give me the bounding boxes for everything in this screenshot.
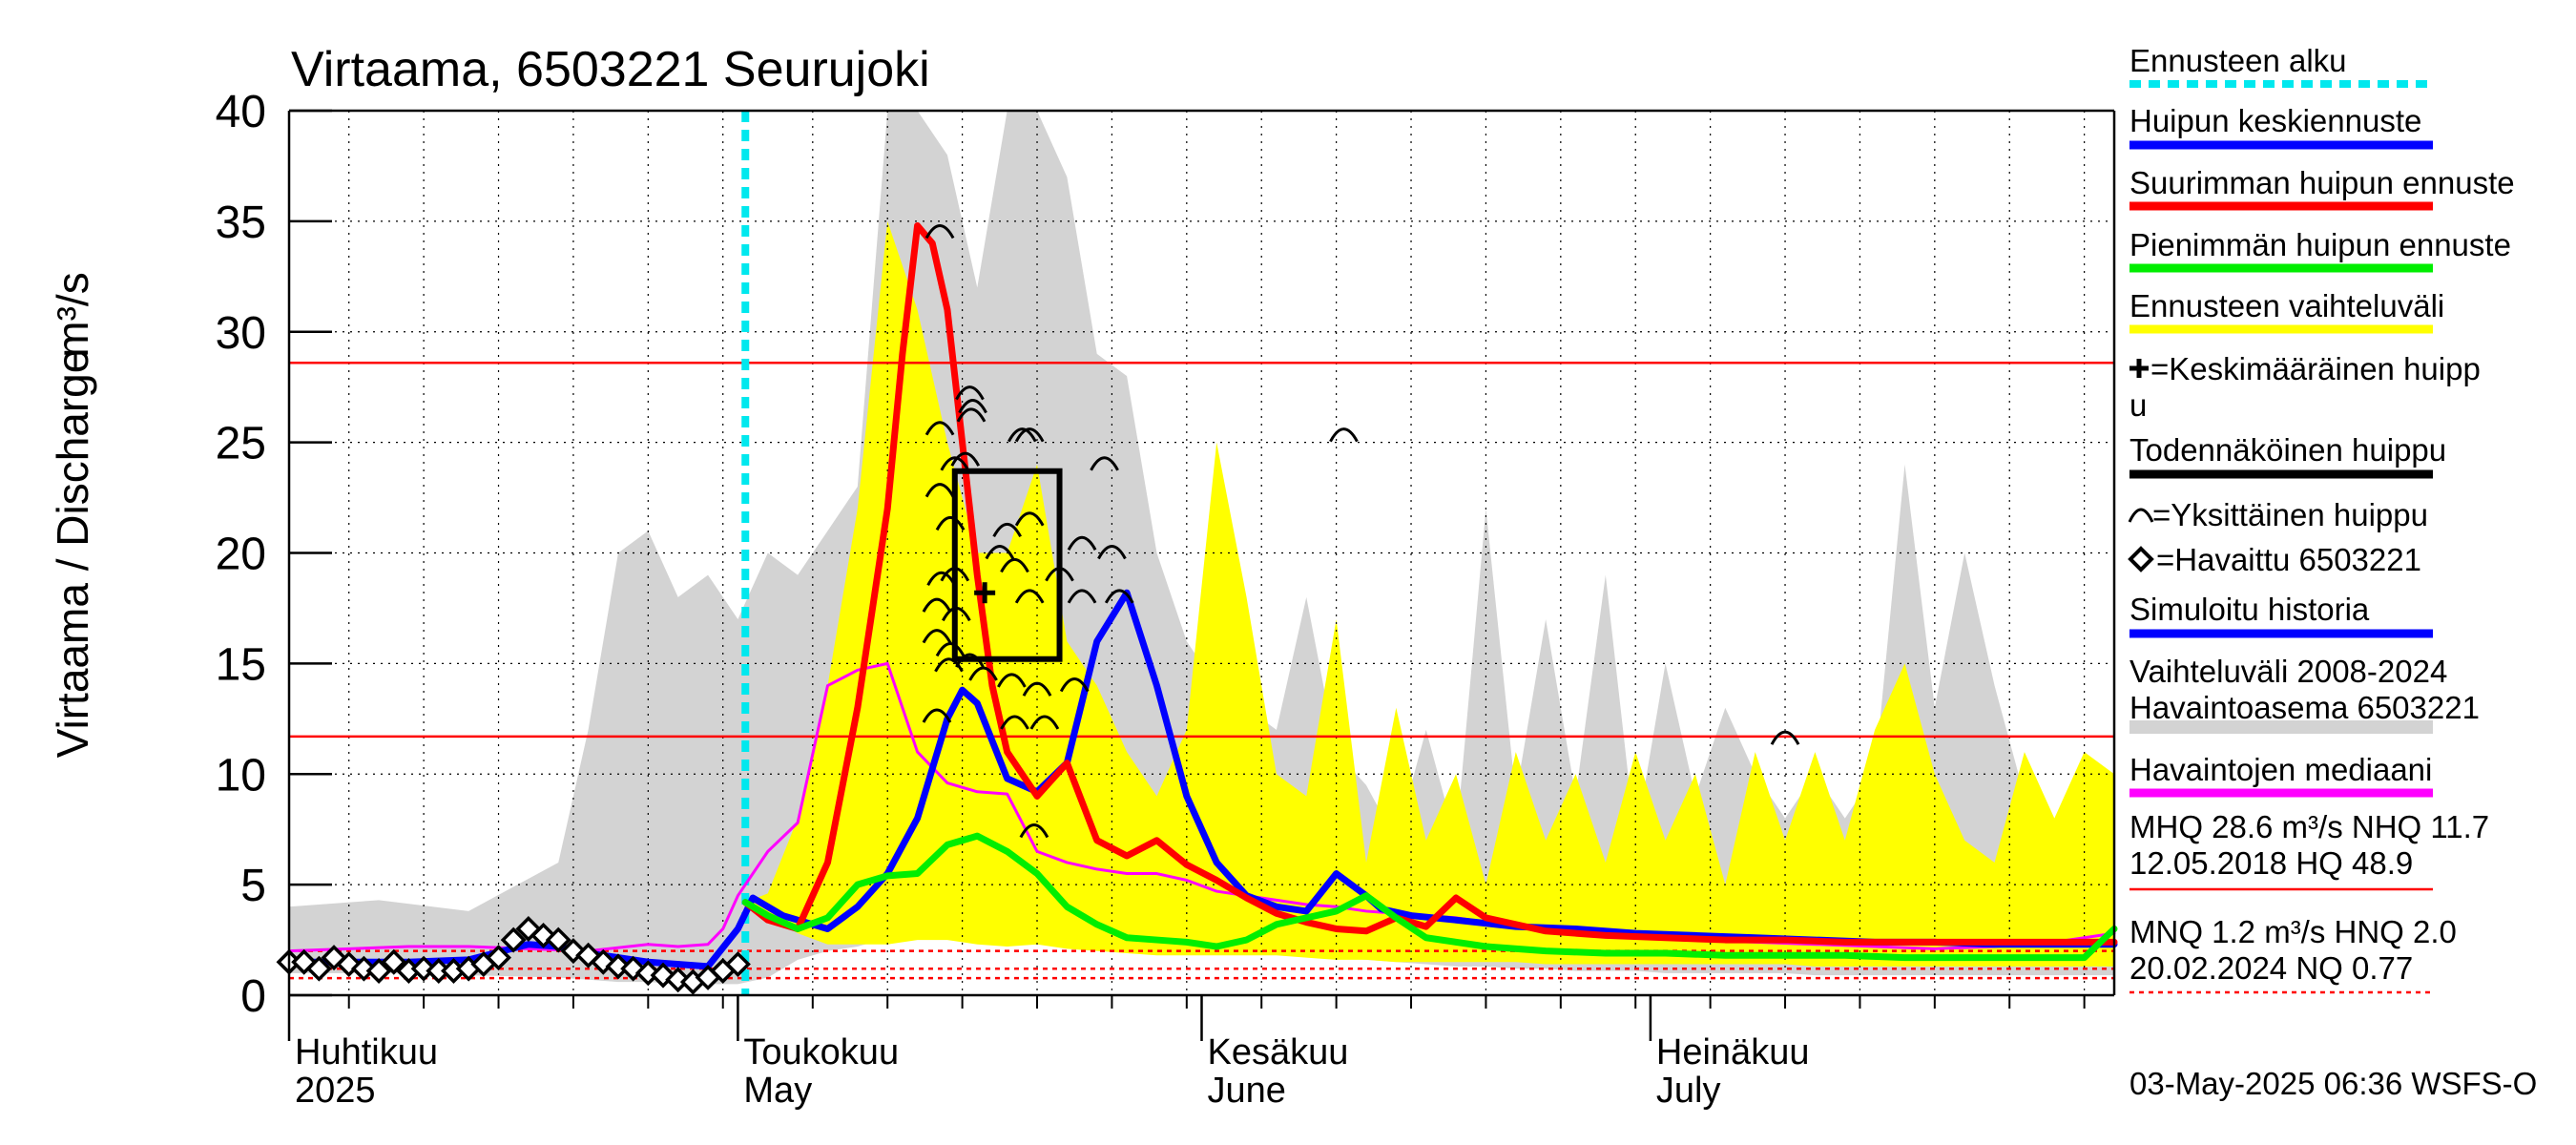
reference-lines (289, 361, 2114, 980)
y-axis-label: Virtaama / Discharge (48, 349, 97, 759)
x-month-label-en: 2025 (295, 1071, 376, 1111)
y-tick-label: 40 (216, 87, 266, 137)
legend-label: Todennäköinen huippu (2129, 432, 2446, 468)
peak-arc (985, 545, 1015, 560)
peak-arc (1329, 427, 1359, 443)
peak-arc (924, 483, 955, 498)
legend-label-2: Havaintoasema 6503221 (2129, 690, 2480, 725)
legend-label-2: 12.05.2018 HQ 48.9 (2129, 845, 2413, 881)
peak-arc (1067, 589, 1097, 604)
peak-arc (924, 224, 955, 239)
legend-label: MNQ 1.2 m³/s HNQ 2.0 (2129, 914, 2457, 949)
y-tick-label: 5 (240, 861, 266, 911)
peak-arc (1059, 677, 1090, 693)
y-axis-unit: m³/s (48, 272, 97, 357)
y-tick-label: 20 (216, 530, 266, 580)
peak-arc (1008, 427, 1037, 443)
legend-label-2: u (2129, 387, 2147, 423)
forecast-range-area (745, 220, 2114, 967)
peak-arc (935, 515, 966, 531)
legend-label: Pienimmän huipun ennuste (2129, 227, 2511, 262)
legend-label: Havaintojen mediaani (2129, 752, 2432, 787)
legend-diamond-icon (2128, 546, 2154, 572)
y-tick-label: 15 (216, 639, 266, 690)
x-month-label-en: May (743, 1071, 812, 1111)
y-tick-label: 25 (216, 419, 266, 469)
observed-point (486, 945, 511, 971)
peak-arc (1000, 715, 1029, 730)
footer-timestamp: 03-May-2025 06:36 WSFS-O (2129, 1066, 2537, 1101)
peak-arc (1014, 511, 1045, 527)
legend-label: MHQ 28.6 m³/s NHQ 11.7 (2129, 809, 2489, 844)
observed-points (276, 916, 751, 995)
legend-label: =Keskimääräinen huipp (2150, 351, 2481, 386)
peak-arc (950, 451, 981, 467)
peak-arc (1090, 456, 1119, 471)
y-tick-label: 35 (216, 198, 266, 248)
peak-arc (934, 657, 964, 673)
legend-label: =Havaittu 6503221 (2156, 542, 2421, 577)
peak-arc (997, 673, 1027, 688)
observed-point (365, 958, 392, 984)
series-line-2 (741, 222, 2118, 946)
y-tick-label: 0 (240, 971, 266, 1022)
y-tick-label: 30 (216, 308, 266, 359)
peak-arc (1014, 589, 1045, 604)
peak-arc (935, 642, 966, 657)
probable-peak (951, 468, 1063, 662)
x-month-label-fi: Heinäkuu (1656, 1032, 1810, 1072)
peak-arc (1029, 715, 1060, 730)
series-lines (285, 222, 2118, 970)
axes: 0510152025303540Huhtikuu2025ToukokuuMayK… (216, 87, 2116, 1111)
peak-arc (1000, 557, 1029, 573)
peak-arc (955, 653, 985, 668)
peak-arc (958, 399, 987, 414)
observed-point (500, 926, 527, 953)
peak-arc (968, 666, 998, 681)
x-month-label-fi: Huhtikuu (295, 1032, 438, 1072)
series-line-3 (741, 832, 2118, 962)
legend-label: Simuloitu historia (2129, 592, 2370, 627)
chart-title: Virtaama, 6503221 Seurujoki (291, 42, 930, 97)
peak-arc (1014, 427, 1045, 443)
observed-point (305, 955, 332, 982)
peak-arc (1104, 589, 1134, 604)
peak-arc (1019, 823, 1049, 839)
observed-point (724, 951, 751, 978)
y-tick-label: 10 (216, 750, 266, 801)
peak-arc (1770, 730, 1800, 745)
peak-arc (922, 629, 952, 644)
legend-label: =Yksittäinen huippu (2152, 497, 2428, 532)
legend-label: Ennusteen alku (2129, 43, 2347, 78)
x-month-label-fi: Toukokuu (743, 1032, 899, 1072)
legend-label: Suurimman huipun ennuste (2129, 165, 2515, 200)
x-month-label-en: June (1208, 1071, 1286, 1111)
peak-arc (940, 456, 970, 471)
peak-arc (1067, 535, 1097, 551)
peak-arc (922, 708, 952, 723)
probable-peak-box (951, 468, 1063, 662)
forecast-range-band (745, 220, 2114, 967)
peak-arc (924, 421, 955, 436)
peak-arc (956, 407, 987, 423)
peak-arc (992, 522, 1022, 538)
legend-label-2: 20.02.2024 NQ 0.77 (2129, 950, 2413, 986)
individual-peaks (922, 224, 1800, 839)
legend: Ennusteen alku Huipun keskiennuste Suurimm… (2128, 43, 2515, 994)
x-month-label-fi: Kesäkuu (1208, 1032, 1349, 1072)
peak-arc (1022, 681, 1052, 697)
peak-arc (1097, 545, 1127, 560)
legend-arc-icon (2128, 508, 2154, 523)
peak-arc (955, 385, 985, 401)
legend-label: Ennusteen vaihteluväli (2129, 288, 2444, 323)
legend-label: Huipun keskiennuste (2129, 103, 2421, 138)
x-month-label-en: July (1656, 1071, 1721, 1111)
observed-point (381, 948, 407, 975)
peak-arc (922, 597, 952, 613)
legend-label: Vaihteluväli 2008-2024 (2129, 654, 2447, 689)
observed-point (545, 926, 571, 953)
